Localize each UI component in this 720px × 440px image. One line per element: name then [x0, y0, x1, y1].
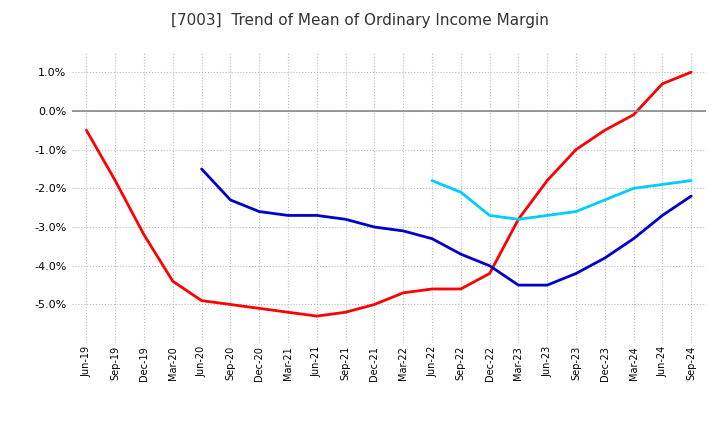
Line: 7 Years: 7 Years [432, 180, 691, 219]
7 Years [658, 182, 667, 187]
5 Years [600, 255, 609, 260]
7 Years [514, 216, 523, 222]
5 Years [687, 194, 696, 199]
3 Years [197, 298, 206, 303]
5 Years [456, 252, 465, 257]
3 Years [399, 290, 408, 296]
7 Years [572, 209, 580, 214]
7 Years [456, 190, 465, 195]
5 Years [514, 282, 523, 288]
3 Years [658, 81, 667, 86]
3 Years [284, 310, 292, 315]
3 Years [485, 271, 494, 276]
5 Years [629, 236, 638, 241]
3 Years [226, 302, 235, 307]
5 Years [341, 216, 350, 222]
3 Years [370, 302, 379, 307]
7 Years [629, 186, 638, 191]
3 Years [514, 216, 523, 222]
Text: [7003]  Trend of Mean of Ordinary Income Margin: [7003] Trend of Mean of Ordinary Income … [171, 13, 549, 28]
7 Years [485, 213, 494, 218]
5 Years [428, 236, 436, 241]
5 Years [284, 213, 292, 218]
7 Years [543, 213, 552, 218]
5 Years [543, 282, 552, 288]
3 Years [168, 279, 177, 284]
5 Years [197, 166, 206, 172]
7 Years [428, 178, 436, 183]
5 Years [226, 197, 235, 202]
3 Years [140, 232, 148, 238]
3 Years [456, 286, 465, 292]
5 Years [255, 209, 264, 214]
7 Years [600, 197, 609, 202]
5 Years [658, 213, 667, 218]
7 Years [687, 178, 696, 183]
3 Years [543, 178, 552, 183]
5 Years [485, 263, 494, 268]
3 Years [428, 286, 436, 292]
5 Years [399, 228, 408, 234]
3 Years [687, 70, 696, 75]
3 Years [600, 128, 609, 133]
3 Years [82, 128, 91, 133]
3 Years [629, 112, 638, 117]
5 Years [370, 224, 379, 230]
Line: 5 Years: 5 Years [202, 169, 691, 285]
3 Years [572, 147, 580, 152]
3 Years [312, 313, 321, 319]
3 Years [255, 306, 264, 311]
3 Years [111, 178, 120, 183]
Line: 3 Years: 3 Years [86, 72, 691, 316]
5 Years [572, 271, 580, 276]
5 Years [312, 213, 321, 218]
3 Years [341, 310, 350, 315]
